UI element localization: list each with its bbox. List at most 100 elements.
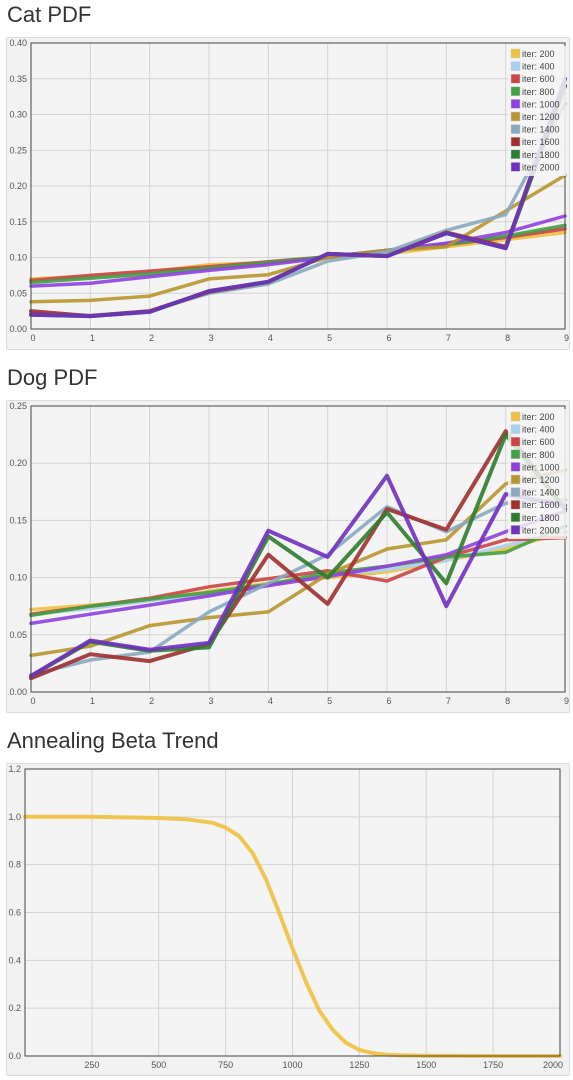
- annealing-beta-chart-frame: 0.0 0.2 0.4 0.6 0.8 1.0 1.2 250 500 750 1000 1250 15…: [6, 763, 570, 1076]
- plot-border: [30, 42, 566, 330]
- legend-label: iter: 1000: [522, 462, 560, 472]
- legend-label: iter: 800: [522, 87, 555, 97]
- series-line: [29, 429, 567, 681]
- legend-label: iter: 200: [522, 412, 555, 422]
- x-tick-label: 3: [208, 333, 213, 343]
- dog-pdf-chart: 0.00 0.05 0.10 0.15 0.20 0.25 0 1 2 3 4 5 6 7 8 9 iter: …: [9, 401, 569, 706]
- legend-swatch: [510, 512, 521, 523]
- x-tick-label: 1750: [483, 1060, 503, 1070]
- legend-label: iter: 1200: [522, 112, 560, 122]
- x-tick-label: 8: [505, 333, 510, 343]
- dog-pdf-chart-frame: 0.00 0.05 0.10 0.15 0.20 0.25 0 1 2 3 4 5 6 7 8 9 iter: …: [6, 400, 570, 713]
- legend-swatch: [510, 48, 521, 59]
- x-tick-label: 6: [386, 696, 391, 706]
- legend-swatch: [510, 462, 521, 472]
- y-tick-label: 1.0: [8, 812, 21, 822]
- legend-label: iter: 1800: [522, 513, 560, 523]
- legend-swatch: [510, 124, 521, 134]
- x-tick-label: 1: [90, 333, 95, 343]
- y-tick-label: 0.20: [9, 458, 27, 468]
- plot-border: [30, 405, 566, 693]
- x-tick-label: 4: [268, 696, 273, 706]
- legend-swatch: [510, 86, 521, 97]
- legend-swatch: [510, 111, 521, 122]
- legend-swatch: [510, 487, 521, 497]
- y-tick-label: 0.2: [8, 1003, 21, 1013]
- x-tick-label: 2000: [543, 1060, 563, 1070]
- legend-swatch: [510, 99, 521, 109]
- y-tick-label: 0.40: [9, 38, 27, 48]
- legend-swatch: [510, 61, 521, 71]
- legend-label: iter: 400: [522, 62, 555, 72]
- x-tick-label: 5: [327, 333, 332, 343]
- x-tick-label: 1000: [282, 1060, 302, 1070]
- x-tick-label: 0: [30, 333, 35, 343]
- annealing-beta-chart: 0.0 0.2 0.4 0.6 0.8 1.0 1.2 250 500 750 1000 1250 15…: [8, 764, 563, 1070]
- x-tick-label: 8: [505, 696, 510, 706]
- cat-pdf-chart-frame: 0.00 0.05 0.10 0.15 0.20 0.25 0.30 0.35 0.40 0 1 2 3…: [6, 37, 570, 350]
- x-tick-label: 750: [218, 1060, 233, 1070]
- x-tick-label: 0: [30, 696, 35, 706]
- series-line: [23, 814, 562, 1058]
- x-tick-label: 9: [564, 333, 569, 343]
- x-tick-label: 2: [149, 333, 154, 343]
- legend-swatch: [510, 73, 521, 84]
- cat-pdf-title: Cat PDF: [7, 2, 92, 27]
- legend-swatch: [510, 162, 521, 172]
- x-tick-label: 1250: [349, 1060, 369, 1070]
- legend-swatch: [510, 436, 521, 447]
- legend-swatch: [510, 499, 521, 510]
- y-tick-label: 0.00: [9, 687, 27, 697]
- y-tick-label: 0.25: [9, 401, 27, 411]
- legend-swatch: [510, 474, 521, 485]
- x-tick-label: 5: [327, 696, 332, 706]
- legend-label: iter: 1200: [522, 475, 560, 485]
- series-line: [29, 76, 567, 319]
- x-tick-label: 250: [84, 1060, 99, 1070]
- y-tick-label: 0.10: [9, 573, 27, 583]
- x-tick-label: 6: [386, 333, 391, 343]
- y-tick-label: 0.6: [8, 908, 21, 918]
- x-tick-label: 2: [149, 696, 154, 706]
- legend-swatch: [510, 449, 521, 460]
- y-tick-label: 0.15: [9, 217, 27, 227]
- legend-label: iter: 2000: [522, 525, 560, 535]
- legend-swatch: [510, 525, 521, 535]
- y-tick-label: 0.15: [9, 515, 27, 525]
- y-tick-label: 0.35: [9, 74, 27, 84]
- cat-pdf-chart: 0.00 0.05 0.10 0.15 0.20 0.25 0.30 0.35 0.40 0 1 2 3…: [9, 38, 569, 343]
- legend-label: iter: 200: [522, 49, 555, 59]
- y-tick-label: 0.25: [9, 145, 27, 155]
- legend-swatch: [510, 149, 521, 160]
- legend-swatch: [510, 411, 521, 422]
- legend-label: iter: 1600: [522, 137, 560, 147]
- plot-border: [24, 768, 561, 1057]
- x-tick-label: 7: [446, 333, 451, 343]
- y-tick-label: 1.2: [8, 764, 21, 774]
- legend-label: iter: 400: [522, 425, 555, 435]
- y-tick-label: 0.30: [9, 110, 27, 120]
- legend-label: iter: 1400: [522, 125, 560, 135]
- legend-label: iter: 600: [522, 437, 555, 447]
- x-tick-label: 1500: [416, 1060, 436, 1070]
- x-tick-label: 3: [208, 696, 213, 706]
- x-tick-label: 1: [90, 696, 95, 706]
- annealing-beta-title: Annealing Beta Trend: [7, 728, 219, 753]
- legend-label: iter: 2000: [522, 162, 560, 172]
- y-tick-label: 0.10: [9, 253, 27, 263]
- legend-label: iter: 800: [522, 450, 555, 460]
- y-tick-label: 0.4: [8, 955, 21, 965]
- legend-label: iter: 1400: [522, 488, 560, 498]
- x-tick-label: 500: [151, 1060, 166, 1070]
- legend-swatch: [510, 136, 521, 147]
- legend-label: iter: 1600: [522, 500, 560, 510]
- y-tick-label: 0.05: [9, 630, 27, 640]
- legend-label: iter: 600: [522, 74, 555, 84]
- x-tick-label: 4: [268, 333, 273, 343]
- x-tick-label: 7: [446, 696, 451, 706]
- dog-pdf-title: Dog PDF: [7, 365, 98, 390]
- legend-swatch: [510, 424, 521, 434]
- y-tick-label: 0.00: [9, 324, 27, 334]
- y-tick-label: 0.8: [8, 860, 21, 870]
- y-tick-label: 0.05: [9, 288, 27, 298]
